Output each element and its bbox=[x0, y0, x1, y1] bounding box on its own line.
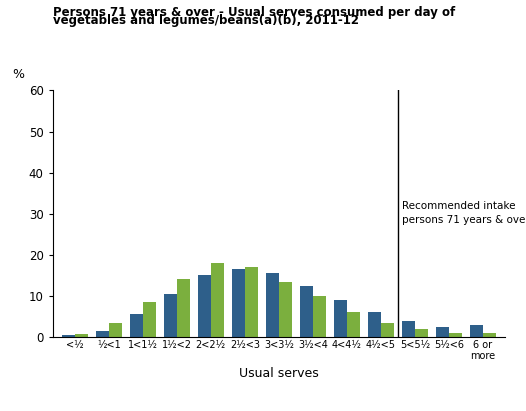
Bar bbox=[266, 273, 279, 337]
Bar bbox=[334, 300, 347, 337]
Bar bbox=[347, 312, 360, 337]
Bar bbox=[164, 294, 177, 337]
Bar bbox=[381, 323, 394, 337]
X-axis label: Usual serves: Usual serves bbox=[239, 367, 319, 380]
Bar bbox=[62, 335, 75, 337]
Text: vegetables and legumes/beans(a)(b), 2011-12: vegetables and legumes/beans(a)(b), 2011… bbox=[53, 14, 359, 28]
Bar bbox=[402, 321, 415, 337]
Bar bbox=[75, 334, 88, 337]
Bar bbox=[109, 323, 122, 337]
Bar bbox=[313, 296, 326, 337]
Bar bbox=[483, 333, 496, 337]
Bar bbox=[470, 325, 483, 337]
Bar bbox=[449, 333, 462, 337]
Bar bbox=[415, 329, 428, 337]
Bar bbox=[198, 275, 211, 337]
Bar bbox=[130, 314, 143, 337]
Bar bbox=[177, 279, 190, 337]
Bar bbox=[245, 267, 258, 337]
Bar bbox=[211, 263, 224, 337]
Bar bbox=[300, 286, 313, 337]
Text: Recommended intake
persons 71 years & over: Recommended intake persons 71 years & ov… bbox=[402, 201, 526, 224]
Bar bbox=[232, 269, 245, 337]
Text: %: % bbox=[12, 67, 24, 81]
Bar bbox=[279, 282, 292, 337]
Bar bbox=[143, 302, 156, 337]
Bar bbox=[368, 312, 381, 337]
Bar bbox=[96, 331, 109, 337]
Text: Persons 71 years & over - Usual serves consumed per day of: Persons 71 years & over - Usual serves c… bbox=[53, 6, 455, 19]
Bar bbox=[436, 327, 449, 337]
